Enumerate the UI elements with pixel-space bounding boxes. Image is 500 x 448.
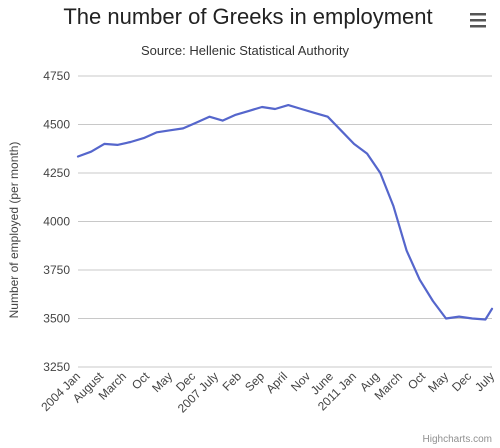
x-tick-label: April <box>263 369 290 396</box>
series-line <box>76 104 494 321</box>
hamburger-menu-icon[interactable] <box>470 13 486 28</box>
y-tick-label: 3500 <box>43 312 70 326</box>
y-axis-label: Number of employed (per month) <box>7 142 21 319</box>
x-tick-label: Dec <box>449 369 474 394</box>
series <box>76 104 494 321</box>
credits-link[interactable]: Highcharts.com <box>423 434 492 445</box>
y-axis-ticks: 3250 3500 3750 4000 4250 4500 4750 <box>43 69 70 374</box>
x-tick-label: July <box>472 369 497 394</box>
x-tick-label: Sep <box>242 369 267 394</box>
y-tick-label: 3250 <box>43 360 70 374</box>
y-tick-label: 4500 <box>43 118 70 132</box>
chart-subtitle: Source: Hellenic Statistical Authority <box>141 43 350 58</box>
x-tick-label: Oct <box>405 369 429 393</box>
y-tick-label: 4250 <box>43 166 70 180</box>
x-tick-label: May <box>425 369 451 395</box>
y-tick-label: 4000 <box>43 215 70 229</box>
x-tick-label: Feb <box>220 369 245 394</box>
y-tick-label: 4750 <box>43 69 70 83</box>
x-tick-label: May <box>149 369 175 395</box>
chart-title: The number of Greeks in employment <box>63 4 432 29</box>
grid <box>78 75 492 368</box>
y-tick-label: 3750 <box>43 263 70 277</box>
x-tick-label: Oct <box>129 369 153 393</box>
